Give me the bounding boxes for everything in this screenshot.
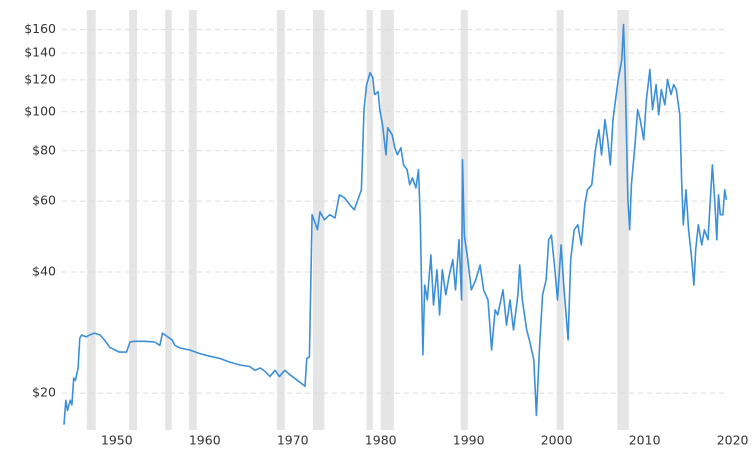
x-tick-label: 2010 (629, 433, 661, 448)
x-tick-label: 1980 (365, 433, 397, 448)
x-tick-label: 2000 (541, 433, 573, 448)
y-tick-label: $160 (24, 21, 56, 36)
recession-band (556, 10, 564, 430)
recession-band (188, 10, 197, 430)
x-tick-label: 1970 (277, 433, 309, 448)
x-tick-label: 2020 (717, 433, 749, 448)
y-tick-label: $40 (32, 263, 56, 278)
x-tick-label: 1990 (453, 433, 485, 448)
recession-band (165, 10, 172, 430)
recession-band (129, 10, 138, 430)
x-tick-label: 1960 (189, 433, 221, 448)
recession-band (366, 10, 373, 430)
recession-band (276, 10, 285, 430)
y-tick-label: $80 (32, 142, 56, 157)
x-tick-label: 1950 (101, 433, 133, 448)
recession-band (86, 10, 96, 430)
price-line (63, 23, 728, 425)
y-tick-label: $120 (24, 71, 56, 86)
y-tick-label: $60 (32, 193, 56, 208)
recession-band (617, 10, 629, 430)
recession-band (380, 10, 394, 430)
y-tick-label: $140 (24, 44, 56, 59)
y-tick-label: $100 (24, 103, 56, 118)
y-tick-label: $20 (32, 385, 56, 400)
